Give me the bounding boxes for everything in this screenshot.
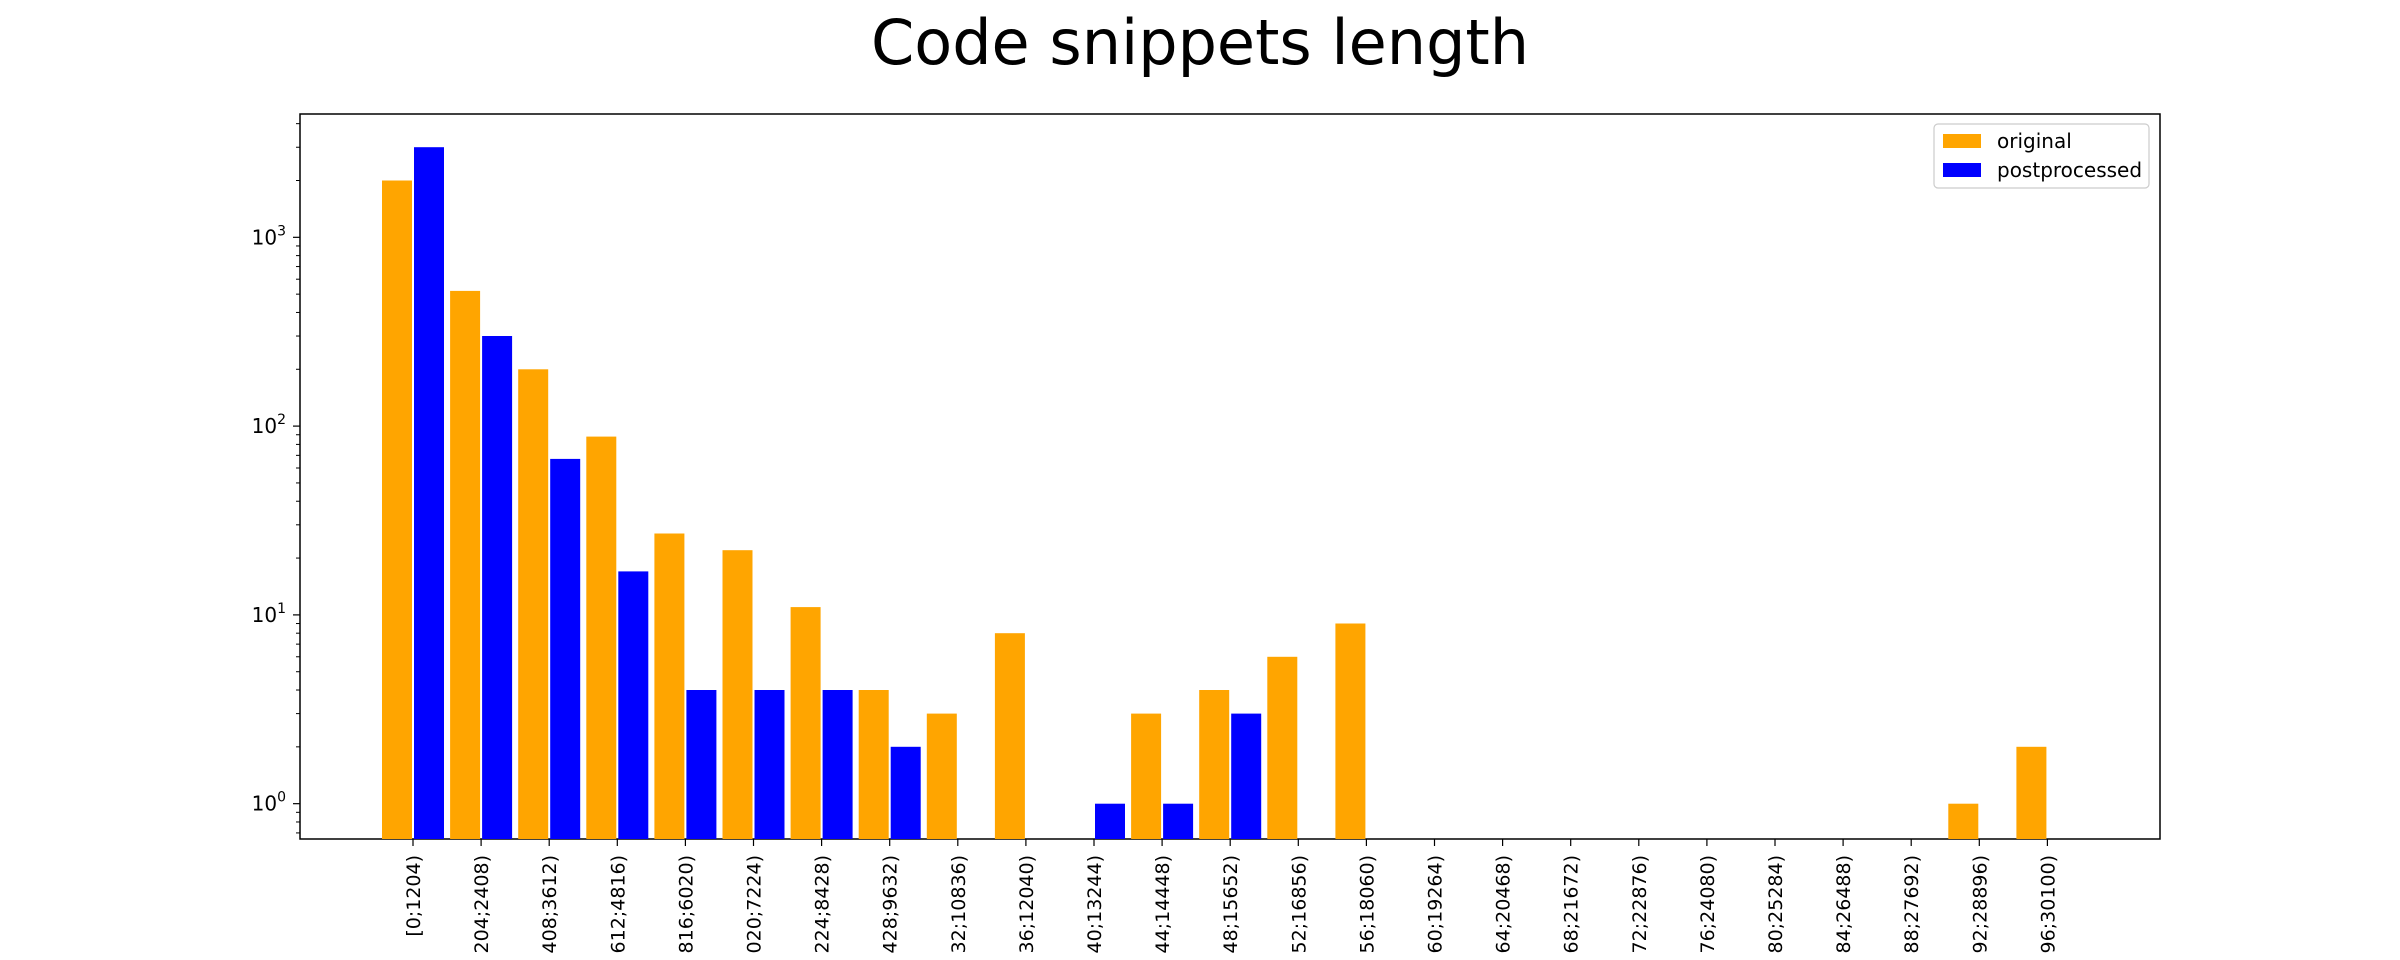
bar-original-4 <box>654 534 684 840</box>
chart-title: Code snippets length <box>871 6 1529 79</box>
y-tick-label-0: 100 <box>252 790 286 816</box>
bar-postprocessed-1 <box>482 336 512 839</box>
bar-postprocessed-5 <box>755 690 785 839</box>
bar-original-14 <box>1335 624 1365 840</box>
x-tick-label-3: 612;4816) <box>607 855 629 953</box>
bar-original-5 <box>723 550 753 839</box>
x-tick-label-4: 816;6020) <box>675 855 697 953</box>
x-tick-label-10: 40;13244) <box>1084 855 1106 953</box>
x-tick-label-21: 84;26488) <box>1833 855 1855 953</box>
bar-original-6 <box>791 607 821 839</box>
x-tick-label-11: 44;14448) <box>1152 855 1174 953</box>
bar-postprocessed-3 <box>618 571 648 839</box>
y-axis: 100 101 102 103 <box>252 124 300 833</box>
x-tick-label-24: 96;30100) <box>2037 855 2059 953</box>
bar-postprocessed-0 <box>414 147 444 839</box>
x-tick-label-1: 204;2408) <box>471 855 493 953</box>
bar-original-13 <box>1267 657 1297 839</box>
bar-original-12 <box>1199 690 1229 839</box>
legend: original postprocessed <box>1934 124 2149 188</box>
x-tick-label-9: 36;12040) <box>1016 855 1038 953</box>
bar-postprocessed-7 <box>891 747 921 839</box>
x-tick-label-8: 32;10836) <box>948 855 970 953</box>
x-tick-label-23: 92;28896) <box>1969 855 1991 953</box>
legend-label-original: original <box>1997 129 2072 153</box>
bar-original-8 <box>927 714 957 839</box>
x-tick-label-19: 76;24080) <box>1697 855 1719 953</box>
y-tick-label-1: 101 <box>252 601 286 627</box>
y-tick-label-3: 103 <box>252 223 286 249</box>
legend-swatch-postprocessed <box>1943 163 1981 177</box>
bar-postprocessed-10 <box>1095 804 1125 839</box>
bar-original-24 <box>2016 747 2046 839</box>
x-axis: [0;1204) 204;2408) 408;3612) 612;4816) 816;6… <box>403 839 2059 953</box>
x-tick-label-7: 428;9632) <box>880 855 902 953</box>
y-tick-label-2: 102 <box>252 412 286 438</box>
bar-original-1 <box>450 291 480 839</box>
legend-label-postprocessed: postprocessed <box>1997 158 2142 182</box>
x-tick-label-0: [0;1204) <box>403 855 425 937</box>
legend-swatch-original <box>1943 134 1981 148</box>
x-tick-label-17: 68;21672) <box>1561 855 1583 953</box>
x-tick-label-20: 80;25284) <box>1765 855 1787 953</box>
x-tick-label-15: 60;19264) <box>1425 855 1447 953</box>
x-tick-label-22: 88;27692) <box>1901 855 1923 953</box>
bar-original-0 <box>382 181 412 840</box>
x-tick-label-12: 48;15652) <box>1220 855 1242 953</box>
bar-postprocessed-4 <box>686 690 716 839</box>
x-tick-label-16: 64;20468) <box>1493 855 1515 953</box>
x-tick-label-6: 224;8428) <box>812 855 834 953</box>
bar-original-2 <box>518 369 548 839</box>
x-tick-label-5: 020;7224) <box>744 855 766 953</box>
bar-original-7 <box>859 690 889 839</box>
bar-postprocessed-6 <box>823 690 853 839</box>
bar-original-3 <box>586 437 616 839</box>
x-tick-label-18: 72;22876) <box>1629 855 1651 953</box>
bar-postprocessed-12 <box>1231 714 1261 839</box>
bar-postprocessed-11 <box>1163 804 1193 839</box>
x-tick-label-2: 408;3612) <box>539 855 561 953</box>
bar-original-11 <box>1131 714 1161 839</box>
bar-postprocessed-2 <box>550 459 580 839</box>
x-tick-label-13: 52;16856) <box>1288 855 1310 953</box>
bar-original-9 <box>995 633 1025 839</box>
x-tick-label-14: 56;18060) <box>1356 855 1378 953</box>
bar-original-23 <box>1948 804 1978 839</box>
